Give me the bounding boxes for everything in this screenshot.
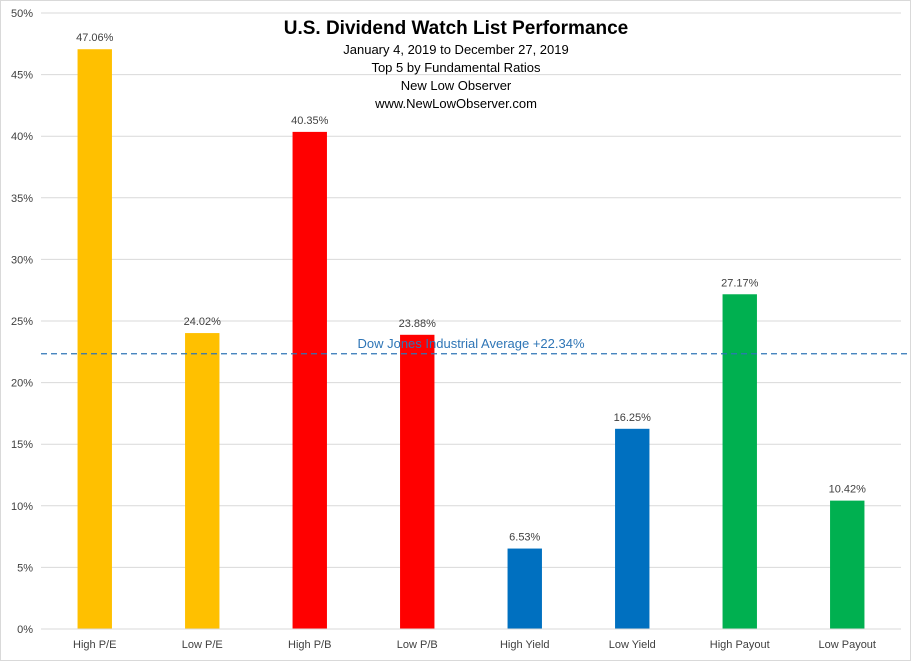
- y-tick-label: 15%: [11, 439, 33, 451]
- y-tick-label: 35%: [11, 193, 33, 205]
- bar: [185, 333, 220, 629]
- data-label: 23.88%: [399, 318, 437, 330]
- bar: [77, 49, 112, 629]
- bar: [830, 500, 865, 629]
- y-tick-label: 30%: [11, 254, 33, 266]
- y-tick-label: 50%: [11, 8, 33, 20]
- chart-subtitle-dates: January 4, 2019 to December 27, 2019: [343, 42, 568, 57]
- y-tick-label: 25%: [11, 316, 33, 328]
- y-tick-label: 5%: [17, 562, 33, 574]
- category-label: High Yield: [500, 639, 550, 651]
- bar: [292, 131, 327, 629]
- category-label: Low Yield: [609, 639, 656, 651]
- gridlines: [41, 12, 901, 630]
- y-tick-label: 45%: [11, 70, 33, 82]
- y-axis: 0% 5% 10% 15% 20% 25% 30% 35% 40% 45% 50%: [11, 8, 33, 636]
- y-tick-label: 0%: [17, 624, 33, 636]
- reference-line-label: Dow Jones Industrial Average +22.34%: [357, 336, 584, 351]
- category-label: Low P/B: [397, 639, 438, 651]
- data-label: 10.42%: [829, 484, 867, 496]
- y-tick-label: 10%: [11, 501, 33, 513]
- bars: 47.06% 24.02% 40.35% 23.88% 6.53% 16.25% 27.17…: [76, 32, 866, 629]
- category-label: High Payout: [710, 639, 770, 651]
- data-label: 16.25%: [614, 412, 652, 424]
- chart-subtitle-criteria: Top 5 by Fundamental Ratios: [371, 60, 541, 75]
- bar: [400, 334, 435, 629]
- bar: [722, 294, 757, 629]
- chart-title: U.S. Dividend Watch List Performance: [284, 18, 629, 39]
- data-label: 40.35%: [291, 115, 329, 127]
- bar: [615, 428, 650, 629]
- data-label: 47.06%: [76, 32, 114, 44]
- data-label: 27.17%: [721, 277, 759, 289]
- y-tick-label: 20%: [11, 378, 33, 390]
- bar: [507, 548, 542, 629]
- category-label: Low Payout: [819, 639, 876, 651]
- chart-subtitle-website: www.NewLowObserver.com: [374, 96, 537, 111]
- category-label: Low P/E: [182, 639, 223, 651]
- data-label: 24.02%: [184, 316, 222, 328]
- data-label: 6.53%: [509, 532, 540, 544]
- x-axis: High P/E Low P/E High P/B Low P/B High Yield…: [41, 628, 901, 651]
- y-tick-label: 40%: [11, 131, 33, 143]
- chart-subtitle-author: New Low Observer: [401, 78, 512, 93]
- category-label: High P/E: [73, 639, 116, 651]
- category-label: High P/B: [288, 639, 331, 651]
- reference-line-group: Dow Jones Industrial Average +22.34%: [41, 336, 909, 355]
- chart-titles: U.S. Dividend Watch List Performance Jan…: [284, 18, 629, 111]
